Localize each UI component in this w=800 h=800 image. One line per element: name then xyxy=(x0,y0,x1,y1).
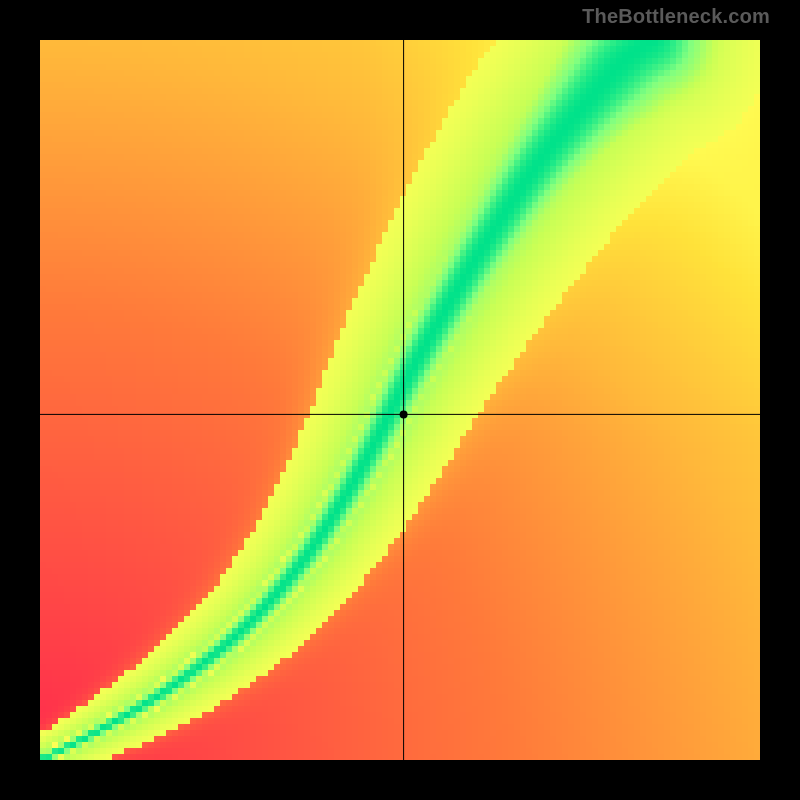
chart-container: TheBottleneck.com xyxy=(0,0,800,800)
watermark-text: TheBottleneck.com xyxy=(582,6,770,29)
heatmap-canvas xyxy=(0,0,800,800)
